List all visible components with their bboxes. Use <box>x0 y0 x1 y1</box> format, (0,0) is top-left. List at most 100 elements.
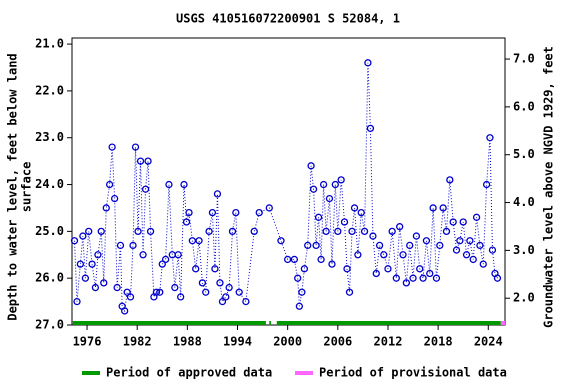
data-point <box>300 265 309 273</box>
y2-tick-label: 5.0 <box>513 147 535 161</box>
data-point <box>295 302 304 310</box>
data-point <box>462 251 471 259</box>
data-point <box>307 162 315 170</box>
data-point <box>317 255 325 264</box>
data-point <box>419 274 427 282</box>
data-point <box>79 232 87 240</box>
x-tick-label: 1982 <box>123 335 152 349</box>
data-point <box>180 180 188 189</box>
data-point <box>105 180 114 189</box>
data-point <box>129 241 137 250</box>
data-point <box>388 227 396 236</box>
data-point <box>225 283 233 292</box>
data-point <box>412 232 421 240</box>
data-point <box>294 274 302 282</box>
data-point <box>97 227 105 236</box>
data-point <box>126 293 135 301</box>
y-tick-label: 27.0 <box>35 318 64 332</box>
y2-tick-label: 2.0 <box>513 291 535 305</box>
data-point <box>396 223 404 231</box>
x-tick-label: 2000 <box>273 335 302 349</box>
y-tick-label: 25.0 <box>35 224 64 238</box>
data-point <box>479 260 487 268</box>
data-point <box>255 208 263 217</box>
data-point <box>158 260 166 268</box>
y2-tick-label: 3.0 <box>513 243 535 257</box>
y-tick-label: 24.0 <box>35 177 64 191</box>
data-point <box>384 265 392 273</box>
data-point <box>198 279 207 287</box>
x-tick-label: 1976 <box>73 335 102 349</box>
data-point <box>446 176 454 184</box>
data-point <box>85 227 93 236</box>
data-point <box>331 180 339 189</box>
data-point <box>399 251 407 259</box>
data-point <box>442 227 451 236</box>
data-point <box>493 274 502 282</box>
data-point <box>476 241 484 250</box>
data-point <box>188 237 197 245</box>
y-axis-label: Depth to water level, feet below land <box>6 53 20 320</box>
data-point <box>228 227 237 236</box>
data-point <box>116 241 125 250</box>
x-tick-label: 1988 <box>173 335 202 349</box>
x-tick-label: 2012 <box>374 335 403 349</box>
data-point <box>110 194 119 203</box>
x-tick-label: 2006 <box>323 335 352 349</box>
data-point <box>222 293 230 301</box>
data-point <box>202 288 210 296</box>
data-point <box>108 143 116 151</box>
data-point <box>208 208 217 217</box>
y-tick-label: 21.0 <box>35 37 64 51</box>
data-point <box>314 213 323 221</box>
data-point <box>94 251 102 259</box>
data-point <box>250 227 258 236</box>
data-point <box>406 241 414 250</box>
data-point <box>139 251 147 259</box>
data-point <box>380 251 388 259</box>
data-point <box>452 246 461 254</box>
legend-label: Period of provisional data <box>319 366 507 380</box>
data-point <box>350 204 359 212</box>
data-point <box>486 134 494 142</box>
y-tick-label: 22.0 <box>35 83 64 97</box>
data-point <box>113 283 121 292</box>
data-point <box>439 204 447 212</box>
data-point <box>141 185 150 193</box>
data-point <box>429 204 437 212</box>
data-point <box>121 307 129 315</box>
data-point <box>177 293 185 301</box>
data-point <box>298 288 306 296</box>
data-point <box>76 260 85 268</box>
x-tick-label: 1994 <box>223 335 252 349</box>
data-point <box>100 279 108 287</box>
data-point <box>211 265 219 273</box>
series-line <box>74 62 498 313</box>
x-tick-label: 2024 <box>474 335 503 349</box>
data-point <box>195 237 203 245</box>
data-point <box>182 218 191 226</box>
data-point <box>88 260 96 268</box>
data-point <box>192 265 200 273</box>
data-point <box>340 218 349 226</box>
data-point <box>235 288 243 296</box>
data-point <box>312 241 320 250</box>
data-point <box>161 255 170 264</box>
data-point <box>360 227 369 236</box>
y-axis-label: surface <box>20 162 34 213</box>
data-point <box>319 180 328 189</box>
data-point <box>218 297 227 306</box>
y2-tick-label: 7.0 <box>513 52 535 66</box>
data-point <box>309 185 318 193</box>
data-point <box>102 204 110 212</box>
data-point <box>459 218 467 226</box>
data-point <box>131 143 140 151</box>
chart-title: USGS 410516072200901 S 52084, 1 <box>176 12 400 26</box>
data-point <box>466 237 474 245</box>
data-point <box>146 227 155 236</box>
data-point <box>402 279 411 287</box>
data-point <box>488 246 497 254</box>
data-point <box>91 283 100 292</box>
data-point <box>472 213 481 221</box>
